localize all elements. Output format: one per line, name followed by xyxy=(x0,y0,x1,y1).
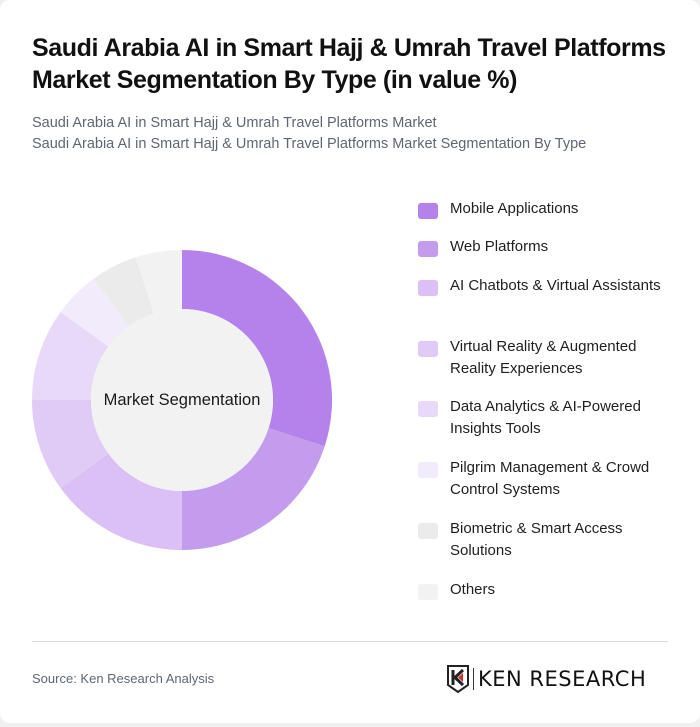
ken-research-logo: KEN RESEARCH xyxy=(447,665,646,693)
legend-label: Pilgrim Management & Crowd Control Syste… xyxy=(450,459,650,498)
donut-segment xyxy=(93,257,154,327)
legend-label: AI Chatbots & Virtual Assistants xyxy=(450,277,661,294)
legend-swatch xyxy=(418,401,438,417)
legend-label: Virtual Reality & Augmented Reality Expe… xyxy=(450,338,637,377)
legend-swatch xyxy=(418,341,438,357)
legend-item: AI Chatbots & Virtual Assistants xyxy=(418,275,680,297)
legend-item: Others xyxy=(418,579,680,601)
legend-item: Web Platforms xyxy=(418,236,680,258)
legend-label: Others xyxy=(450,581,496,598)
legend-swatch xyxy=(418,584,438,600)
legend-swatch xyxy=(418,241,438,257)
donut-segment xyxy=(60,278,129,347)
source-note: Source: Ken Research Analysis xyxy=(32,671,215,686)
legend-item: Data Analytics & AI-Powered Insights Too… xyxy=(418,396,680,440)
donut-segment xyxy=(182,428,325,550)
donut-segment xyxy=(32,400,109,489)
subtitle: Saudi Arabia AI in Smart Hajj & Umrah Tr… xyxy=(32,113,672,155)
donut-segment xyxy=(135,250,182,314)
logo-text: KEN RESEARCH xyxy=(478,667,647,691)
legend-swatch xyxy=(418,280,438,296)
legend-label: Biometric & Smart Access Solutions xyxy=(450,520,623,559)
logo-separator xyxy=(473,668,474,690)
legend-label: Data Analytics & AI-Powered Insights Too… xyxy=(450,398,641,437)
ken-research-logo-icon xyxy=(447,665,469,693)
legend-swatch xyxy=(418,203,438,219)
legend-label: Mobile Applications xyxy=(450,200,579,217)
center-label: Market Segmentation xyxy=(103,390,261,409)
donut-svg xyxy=(32,250,332,550)
legend-swatch xyxy=(418,523,438,539)
legend-item: Virtual Reality & Augmented Reality Expe… xyxy=(418,336,680,380)
subtitle-line-2: Saudi Arabia AI in Smart Hajj & Umrah Tr… xyxy=(32,136,587,152)
donut-chart: Market Segmentation xyxy=(32,250,332,550)
subtitle-line-1: Saudi Arabia AI in Smart Hajj & Umrah Tr… xyxy=(32,115,437,131)
donut-segment xyxy=(182,250,332,447)
legend-item: Pilgrim Management & Crowd Control Syste… xyxy=(418,457,680,501)
legend-item: Biometric & Smart Access Solutions xyxy=(418,518,680,562)
donut-segment xyxy=(60,453,182,550)
footer-divider xyxy=(32,641,668,642)
page-title: Saudi Arabia AI in Smart Hajj & Umrah Tr… xyxy=(32,34,666,94)
legend-item: Mobile Applications xyxy=(418,198,680,220)
legend-swatch xyxy=(418,462,438,478)
donut-segment xyxy=(32,311,109,400)
legend-label: Web Platforms xyxy=(450,238,549,255)
donut-hole xyxy=(91,309,273,491)
